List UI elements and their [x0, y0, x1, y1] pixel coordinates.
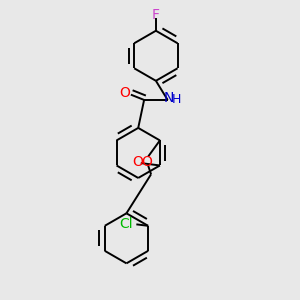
- Text: Cl: Cl: [119, 217, 133, 231]
- Text: N: N: [164, 91, 174, 105]
- Text: H: H: [172, 93, 181, 106]
- Text: F: F: [152, 8, 160, 22]
- Text: O: O: [141, 155, 152, 169]
- Text: O: O: [119, 86, 130, 100]
- Text: O: O: [132, 155, 143, 169]
